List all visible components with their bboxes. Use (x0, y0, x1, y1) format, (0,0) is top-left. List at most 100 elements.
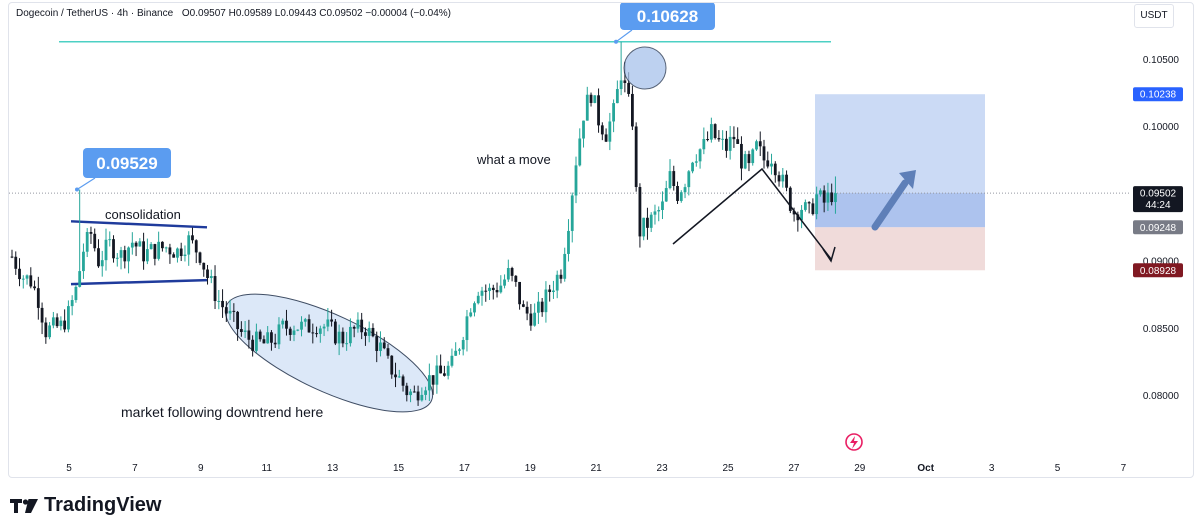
candle-body (209, 276, 213, 279)
candle-body (743, 154, 747, 169)
candle (540, 298, 544, 317)
candle-body (262, 339, 266, 344)
lightning-icon-ring (845, 433, 863, 451)
candle (59, 316, 63, 331)
candle (318, 325, 322, 343)
candle (315, 326, 318, 338)
price-label-value: 0.09502 (1140, 189, 1177, 200)
projection-arrowhead (899, 170, 916, 189)
candle (679, 190, 683, 203)
candle (228, 299, 232, 321)
candle (619, 41, 623, 96)
candle-body (168, 247, 172, 255)
candle-body (525, 306, 529, 314)
candle-body (40, 307, 44, 323)
candle (676, 181, 679, 204)
candle-body (345, 343, 349, 345)
candle (740, 136, 743, 181)
candle-body (243, 330, 247, 332)
candle-body (138, 241, 142, 247)
candle-body (176, 248, 179, 258)
candle-body (495, 290, 499, 293)
candle-body (115, 257, 119, 259)
candle-body (416, 391, 420, 401)
candle-body (435, 365, 439, 385)
x-tick-label: 25 (722, 463, 734, 474)
candle-body (164, 247, 168, 249)
projection-arrow-shaft (871, 179, 909, 231)
candle-body (694, 161, 698, 163)
candle (454, 342, 458, 356)
candle-body (36, 288, 40, 308)
candle-body (221, 300, 224, 308)
candle (198, 251, 202, 266)
candle-body (14, 256, 18, 269)
candle-body (785, 174, 788, 188)
ohlc-values: O0.09507 H0.09589 L0.09443 C0.09502 −0.0… (181, 8, 452, 19)
candle-body (285, 320, 288, 329)
candle-body (29, 275, 33, 287)
candle (597, 88, 600, 133)
x-tick-label: 3 (989, 463, 995, 474)
candle (386, 344, 390, 359)
candle (232, 303, 236, 322)
candle (202, 262, 206, 277)
candle-body (773, 163, 777, 176)
chart-panel[interactable]: 0.09529 0.10628 consolidation what a move ma… (8, 2, 1194, 478)
candle (661, 191, 664, 220)
candle-body (736, 139, 740, 144)
candle (615, 80, 619, 104)
candle (728, 125, 732, 160)
candle (770, 153, 773, 175)
candle (476, 291, 480, 305)
downtrend-label: market following downtrend here (121, 404, 324, 420)
candle (130, 232, 134, 255)
candle (499, 275, 503, 294)
currency-button[interactable]: USDT (1134, 4, 1174, 28)
candle-body (145, 249, 149, 262)
candle-body (179, 248, 183, 257)
candle (646, 207, 649, 240)
candle (819, 188, 822, 197)
candle (258, 329, 262, 342)
candle-body (766, 160, 770, 167)
candle-body (48, 325, 51, 338)
candle (40, 302, 44, 335)
candle (51, 311, 55, 329)
candle (510, 266, 514, 282)
candle-body (386, 348, 390, 356)
candle (416, 385, 420, 406)
candle-body (153, 244, 157, 259)
candle (236, 310, 239, 341)
candle (322, 323, 326, 337)
candle (153, 243, 157, 266)
candle (815, 186, 819, 220)
candle (157, 231, 161, 261)
candle (119, 246, 123, 270)
candle-body (811, 203, 815, 215)
candle-body (834, 193, 837, 203)
candle-body (770, 163, 773, 167)
callout-anchor (75, 187, 79, 192)
y-tick-label: 0.10000 (1143, 122, 1180, 133)
candle (239, 321, 243, 337)
candle-body (585, 94, 589, 121)
y-tick-label: 0.08000 (1143, 391, 1180, 402)
candle (834, 176, 837, 214)
candle-body (10, 256, 14, 258)
candle (758, 131, 762, 157)
candle-body (333, 321, 337, 344)
candle-body (631, 93, 634, 127)
candle-body (563, 253, 567, 279)
candle-body (819, 190, 822, 195)
candle-body (683, 187, 687, 193)
candle-body (70, 300, 74, 307)
candle (811, 198, 815, 216)
candle (698, 148, 702, 169)
candle-body (397, 376, 401, 378)
candle (544, 281, 548, 323)
price-chart[interactable]: 0.09529 0.10628 consolidation what a move ma… (9, 3, 1195, 479)
price-label-bg (1133, 87, 1183, 102)
candle (33, 280, 36, 291)
active-target-zone (815, 193, 985, 228)
